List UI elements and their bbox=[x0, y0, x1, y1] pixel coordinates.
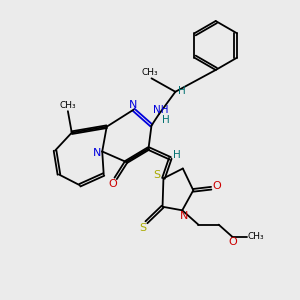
Text: O: O bbox=[212, 181, 221, 191]
Text: NH: NH bbox=[153, 105, 168, 115]
Text: H: H bbox=[162, 115, 170, 124]
Text: O: O bbox=[108, 179, 117, 189]
Text: H: H bbox=[173, 150, 181, 161]
Text: N: N bbox=[93, 148, 101, 158]
Text: N: N bbox=[180, 211, 188, 221]
Text: CH₃: CH₃ bbox=[247, 232, 264, 241]
Text: S: S bbox=[153, 170, 161, 180]
Text: O: O bbox=[228, 237, 237, 247]
Text: S: S bbox=[139, 223, 146, 233]
Text: N: N bbox=[129, 100, 137, 110]
Text: CH₃: CH₃ bbox=[60, 101, 76, 110]
Text: CH₃: CH₃ bbox=[142, 68, 158, 77]
Text: H: H bbox=[178, 86, 186, 96]
